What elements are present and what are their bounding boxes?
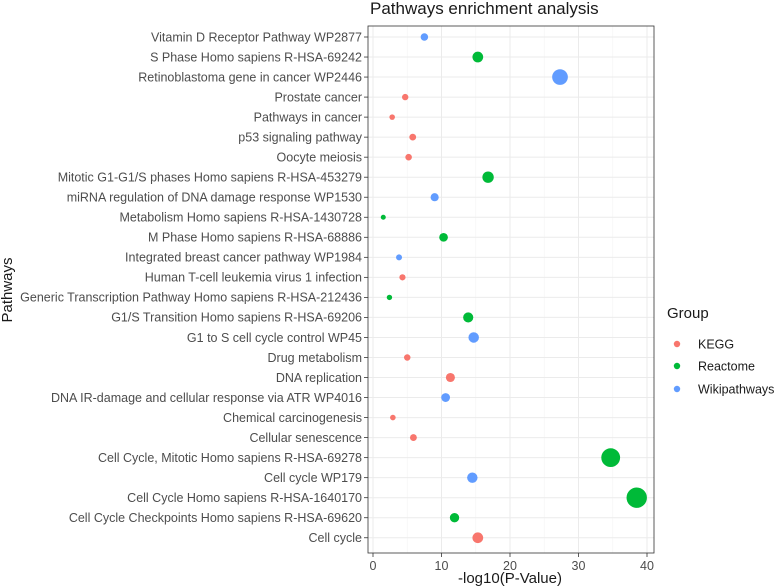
y-tick-label: DNA IR-damage and cellular response via …: [51, 391, 362, 405]
data-point: [430, 193, 439, 202]
data-point: [626, 487, 647, 508]
data-point: [399, 274, 406, 281]
y-tick-label: S Phase Homo sapiens R-HSA-69242: [150, 50, 362, 64]
data-point: [402, 93, 409, 101]
legend-label-reactome: Reactome: [698, 359, 755, 373]
data-point: [467, 472, 478, 483]
chart-title: Pathways enrichment analysis: [370, 0, 599, 18]
y-tick-label: Integrated breast cancer pathway WP1984: [125, 251, 362, 265]
data-point: [472, 532, 484, 544]
y-tick-labels: Vitamin D Receptor Pathway WP2877 S Phase…: [20, 30, 368, 545]
y-tick-label: Drug metabolism: [268, 351, 362, 365]
y-tick-label: Cell cycle: [309, 531, 363, 545]
y-tick-label: Cellular senescence: [249, 431, 362, 445]
y-tick-label: Pathways in cancer: [254, 110, 362, 124]
y-tick-label: Retinoblastoma gene in cancer WP2446: [138, 70, 362, 84]
x-tick-label: 30: [572, 559, 586, 573]
data-point: [482, 171, 494, 183]
y-tick-label: Generic Transcription Pathway Homo sapie…: [20, 291, 362, 305]
data-point: [449, 513, 460, 523]
y-tick-label: Cell Cycle Checkpoints Homo sapiens R-HS…: [69, 511, 362, 525]
y-tick-label: Vitamin D Receptor Pathway WP2877: [151, 30, 362, 44]
data-point: [445, 372, 455, 383]
y-tick-label: Metabolism Homo sapiens R-HSA-1430728: [120, 211, 363, 225]
legend-key-wikipathways: [673, 385, 681, 393]
data-point: [386, 294, 393, 301]
x-axis: 0 10 20 30 40: [370, 553, 654, 573]
x-tick-label: 0: [370, 559, 377, 573]
y-tick-label: Mitotic G1-G1/S phases Homo sapiens R-HS…: [58, 171, 362, 185]
y-tick-label: Cell cycle WP179: [264, 471, 362, 485]
y-axis-title: Pathways: [0, 257, 16, 322]
y-tick-label: miRNA regulation of DNA damage response …: [67, 191, 362, 205]
y-tick-label: Cell Cycle, Mitotic Homo sapiens R-HSA-6…: [98, 451, 362, 465]
legend-key-reactome: [673, 362, 681, 370]
plot-panel: [368, 26, 654, 553]
data-point: [472, 51, 484, 63]
data-point: [389, 114, 395, 120]
y-tick-label: M Phase Homo sapiens R-HSA-68886: [148, 231, 362, 245]
y-tick-label: G1 to S cell cycle control WP45: [187, 331, 362, 345]
x-tick-label: 10: [435, 559, 449, 573]
y-tick-label: p53 signaling pathway: [238, 130, 362, 144]
legend-label-kegg: KEGG: [698, 337, 734, 351]
data-point: [390, 414, 396, 421]
data-point: [463, 312, 474, 323]
y-tick-label: G1/S Transition Homo sapiens R-HSA-69206: [111, 311, 362, 325]
y-tick-label: Oocyte meiosis: [277, 150, 362, 164]
data-point: [409, 434, 417, 442]
legend: Group KEGG Reactome Wikipathways: [667, 305, 774, 396]
data-point: [396, 254, 403, 261]
x-tick-label: 40: [640, 559, 654, 573]
data-point: [439, 232, 448, 242]
y-tick-label: Cell Cycle Homo sapiens R-HSA-1640170: [127, 491, 362, 505]
data-point: [405, 153, 412, 161]
panel-border: [367, 25, 655, 554]
x-axis-title: -log10(P-Value): [458, 570, 562, 587]
x-tick-label: 20: [503, 559, 517, 573]
legend-key-kegg: [673, 340, 681, 348]
points-layer: [380, 33, 647, 544]
legend-label-wikipathways: Wikipathways: [698, 382, 774, 396]
data-point: [552, 69, 568, 85]
y-tick-label: DNA replication: [276, 371, 362, 385]
data-point: [468, 332, 479, 343]
y-tick-label: Prostate cancer: [274, 90, 362, 104]
data-point: [601, 448, 621, 468]
y-tick-label: Chemical carcinogenesis: [223, 411, 362, 425]
data-point: [380, 214, 386, 220]
grid-layer: [368, 26, 654, 553]
legend-title: Group: [667, 305, 709, 322]
data-point: [409, 133, 417, 141]
data-point: [420, 33, 429, 41]
y-tick-label: Human T-cell leukemia virus 1 infection: [145, 271, 362, 285]
data-point: [404, 354, 411, 361]
data-point: [441, 393, 451, 402]
